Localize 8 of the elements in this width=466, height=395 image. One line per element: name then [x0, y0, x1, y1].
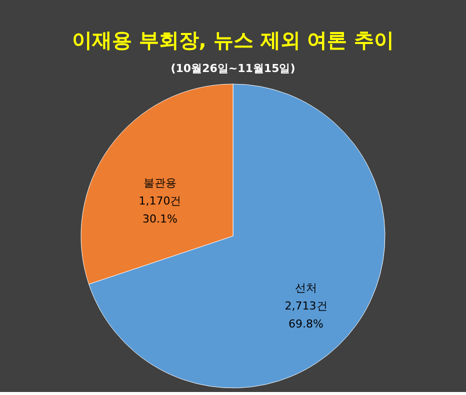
text: 30.1% — [142, 212, 178, 226]
data-label: 1,170건 — [138, 194, 182, 208]
text: 69.8% — [288, 318, 324, 331]
slice-label: 불관용 — [143, 176, 176, 190]
slice-label: 선처 — [295, 282, 318, 295]
data-label: 2,713건 — [284, 300, 328, 313]
chart-subtitle: (10월26일~11월15일) — [170, 62, 296, 75]
chart-title: 이재용 부회장, 뉴스 제외 여론 추이 — [72, 28, 394, 52]
